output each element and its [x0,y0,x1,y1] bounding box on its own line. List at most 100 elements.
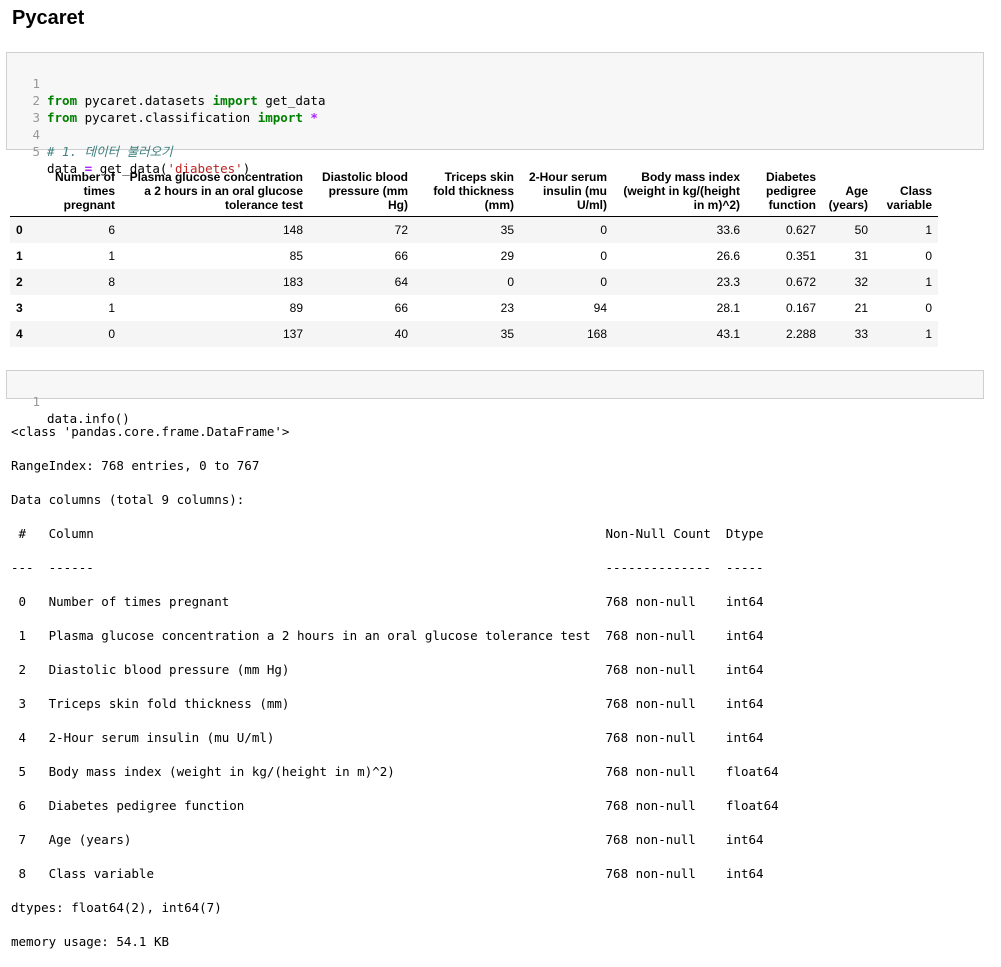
output-line: 6 Diabetes pedigree function 768 non-nul… [11,798,779,813]
table-cell: 137 [282,327,303,341]
close-paren: ) [242,161,251,176]
table-cell: 35 [500,223,514,237]
table-header-row: Number of times pregnant Plasma glucose … [10,170,938,217]
table-cell: 64 [394,275,408,289]
table-cell: 33 [854,327,868,341]
line-number: 3 [32,110,40,125]
keyword-import: import [212,93,258,108]
line-number: 1 [32,394,40,409]
table-cell: 168 [586,327,607,341]
keyword-from: from [47,110,78,125]
row-index: 0 [16,223,23,237]
output-line: 4 2-Hour serum insulin (mu U/ml) 768 non… [11,730,779,745]
table-cell: 1 [108,301,115,315]
code-text: data.info() [47,411,130,426]
table-cell: 29 [500,249,514,263]
row-index: 2 [16,275,23,289]
output-line: dtypes: float64(2), int64(7) [11,900,222,915]
table-cell: 0 [600,275,607,289]
table-cell: 1 [925,275,932,289]
column-header: Body mass index (weight in kg/(height in… [613,170,746,217]
wildcard-operator: * [302,110,318,125]
column-header: Class variable [874,170,938,217]
column-header: Plasma glucose concentration a 2 hours i… [121,170,309,217]
column-header: Diastolic blood pressure (mm Hg) [309,170,414,217]
table-cell: 85 [289,249,303,263]
info-output: <class 'pandas.core.frame.DataFrame'> Ra… [11,406,779,967]
table-cell: 1 [925,223,932,237]
column-header: Number of times pregnant [42,170,121,217]
table-cell: 0.351 [785,249,816,263]
table-cell: 50 [854,223,868,237]
output-line: RangeIndex: 768 entries, 0 to 767 [11,458,260,473]
output-line: 3 Triceps skin fold thickness (mm) 768 n… [11,696,779,711]
import-name: get_data [257,93,326,108]
table-row: 4 0 137 40 35 168 43.1 2.288 33 1 [10,321,938,347]
table-cell: 0.672 [785,275,816,289]
index-header [10,170,42,217]
table-cell: 0 [925,249,932,263]
table-cell: 0.167 [785,301,816,315]
row-index: 3 [16,301,23,315]
row-index: 1 [16,249,23,263]
page-heading: Pycaret [12,7,85,29]
table-cell: 72 [394,223,408,237]
table-cell: 0 [925,301,932,315]
table-cell: 28.1 [716,301,740,315]
output-line: 7 Age (years) 768 non-null int64 [11,832,779,847]
output-line: <class 'pandas.core.frame.DataFrame'> [11,424,290,439]
table-cell: 23.3 [716,275,740,289]
column-header: 2-Hour serum insulin (mu U/ml) [520,170,613,217]
column-header: Triceps skin fold thickness (mm) [414,170,520,217]
output-line: memory usage: 54.1 KB [11,934,170,949]
output-line: # Column Non-Null Count Dtype [11,526,779,541]
table-cell: 32 [854,275,868,289]
table-row: 0 6 148 72 35 0 33.6 0.627 50 1 [10,216,938,243]
output-line: 0 Number of times pregnant 768 non-null … [11,594,779,609]
table-row: 3 1 89 66 23 94 28.1 0.167 21 0 [10,295,938,321]
row-index: 4 [16,327,23,341]
table-cell: 43.1 [716,327,740,341]
table-cell: 40 [394,327,408,341]
table-cell: 21 [854,301,868,315]
table-cell: 0 [108,327,115,341]
table-row: 1 1 85 66 29 0 26.6 0.351 31 0 [10,243,938,269]
table-cell: 31 [854,249,868,263]
output-line: Data columns (total 9 columns): [11,492,245,507]
output-line: --- ------ -------------- ----- [11,560,779,575]
table-cell: 66 [394,249,408,263]
table-row: 2 8 183 64 0 0 23.3 0.672 32 1 [10,269,938,295]
table-cell: 6 [108,223,115,237]
table-cell: 23 [500,301,514,315]
code-comment: # 1. 데이터 불러오기 [47,144,173,159]
table-cell: 94 [593,301,607,315]
assign-operator: = [84,161,93,176]
table-cell: 0 [600,249,607,263]
line-number: 5 [32,144,40,159]
table-cell: 26.6 [716,249,740,263]
keyword-import: import [257,110,303,125]
output-line: 2 Diastolic blood pressure (mm Hg) 768 n… [11,662,779,677]
column-header: Diabetes pedigree function [746,170,822,217]
table-cell: 1 [108,249,115,263]
module-name: pycaret.datasets [77,93,213,108]
code-cell-1[interactable]: 1 from pycaret.datasets import get_data … [6,52,984,176]
column-header: Age (years) [822,170,874,217]
module-name: pycaret.classification [77,110,258,125]
table-cell: 148 [282,223,303,237]
table-cell: 66 [394,301,408,315]
table-cell: 35 [500,327,514,341]
line-number: 4 [32,127,40,142]
line-number: 2 [32,93,40,108]
table-cell: 33.6 [716,223,740,237]
table-cell: 0 [507,275,514,289]
output-line: 8 Class variable 768 non-null int64 [11,866,779,881]
code-cell-2[interactable]: 1 data.info() [6,370,984,426]
table-cell: 183 [282,275,303,289]
output-line: 1 Plasma glucose concentration a 2 hours… [11,628,779,643]
table-cell: 0 [600,223,607,237]
table-cell: 0.627 [785,223,816,237]
output-line: 5 Body mass index (weight in kg/(height … [11,764,779,779]
keyword-from: from [47,93,78,108]
line-number: 1 [32,76,40,91]
